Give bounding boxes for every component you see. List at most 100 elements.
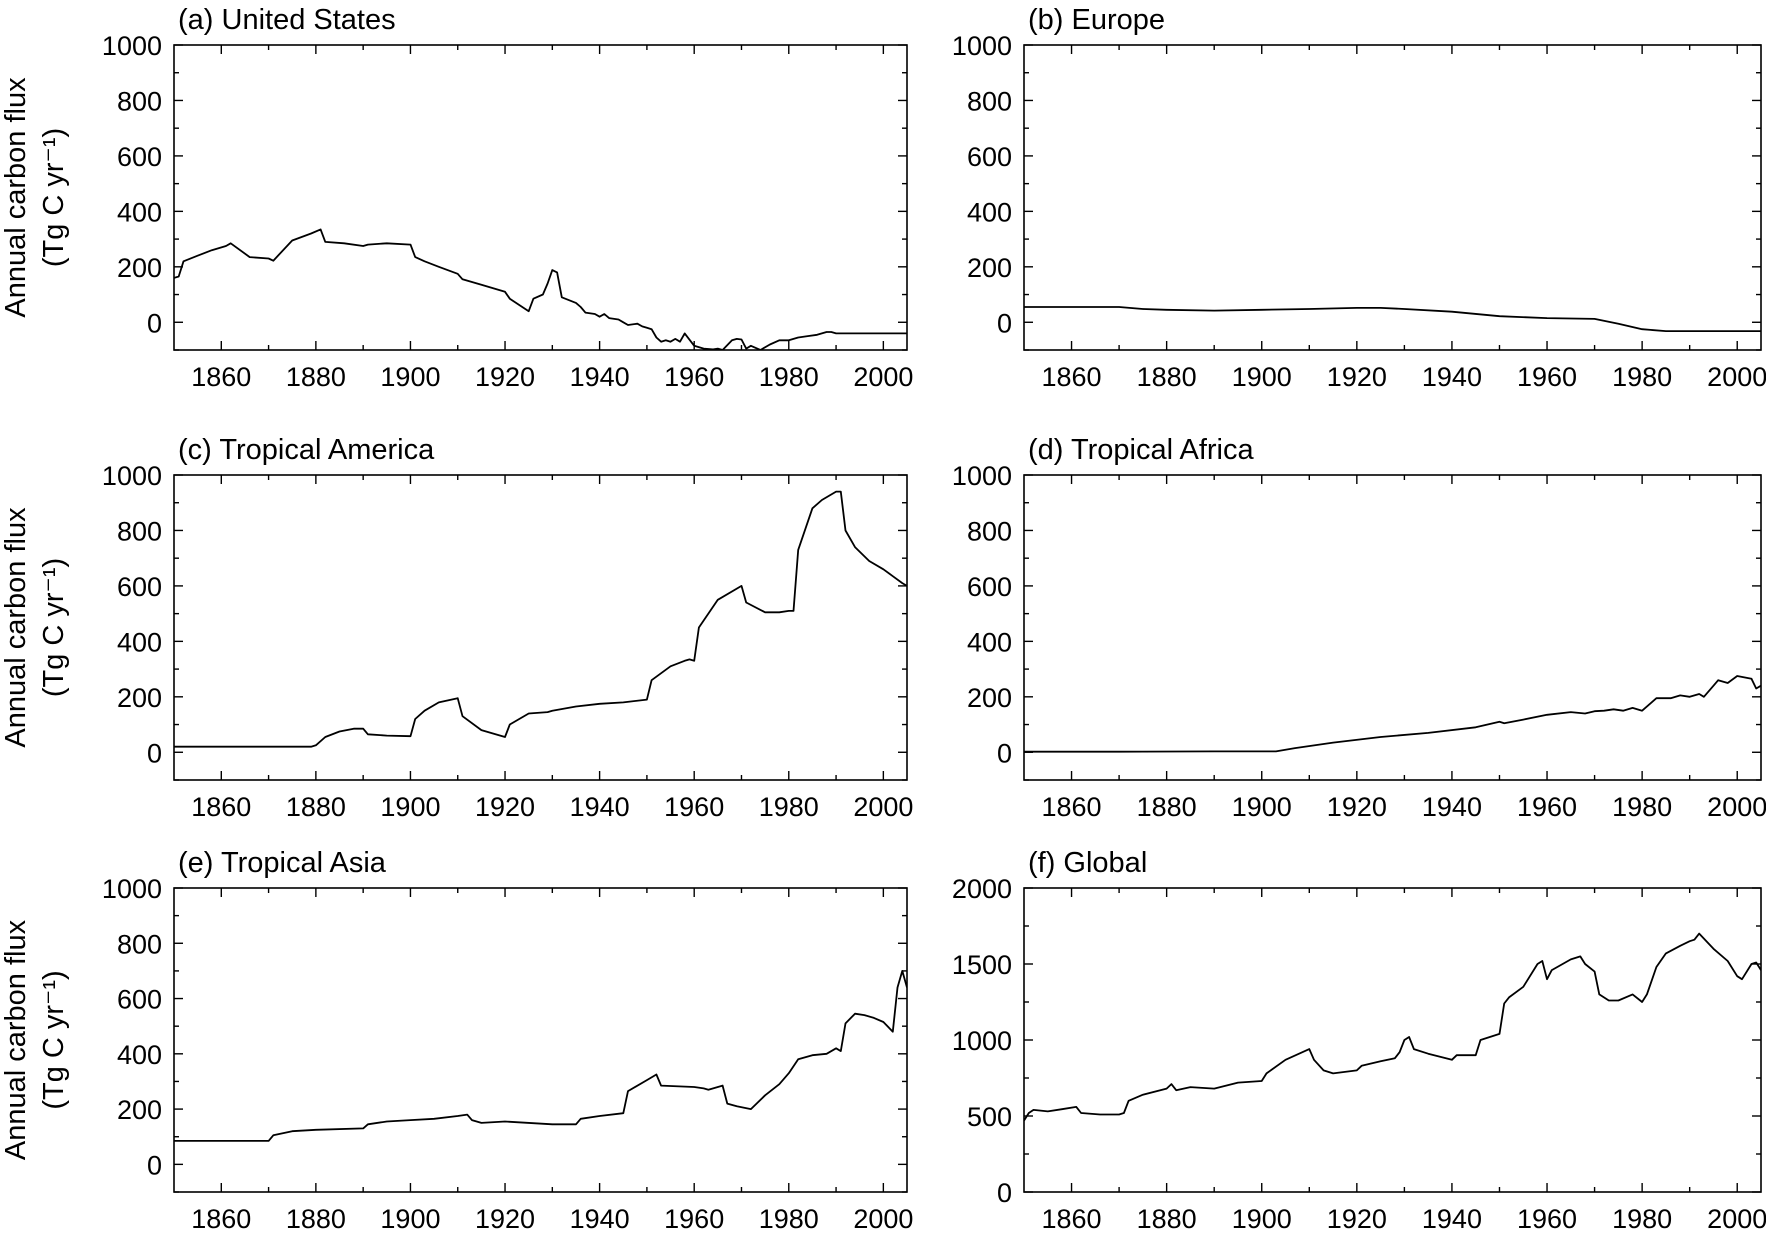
x-tick-label: 1880 [1137, 792, 1197, 822]
y-tick-label: 0 [997, 738, 1012, 768]
y-tick-label: 200 [967, 253, 1012, 283]
x-tick-label: 2000 [853, 792, 913, 822]
x-tick-label: 1960 [1517, 1204, 1577, 1234]
plot-frame [173, 44, 908, 351]
chart-panel-2: (b) Europe 1860 1880 1900 1920 1940 1960 1980 20… [952, 4, 1766, 392]
x-tick-label: 1980 [759, 792, 819, 822]
y-tick-label: 200 [117, 1095, 162, 1125]
x-tick-label: 1940 [570, 1204, 630, 1234]
plot-frame [1023, 44, 1762, 351]
x-tick-label: 1900 [1232, 792, 1292, 822]
y-tick-label: 0 [997, 308, 1012, 338]
y-tick-label: 1000 [102, 31, 162, 61]
x-tick-label: 1920 [1327, 1204, 1387, 1234]
y-tick-label: 1000 [102, 874, 162, 904]
y-tick-label: 800 [117, 86, 162, 116]
x-tick-label: 1860 [1042, 1204, 1102, 1234]
plot-frame [173, 474, 908, 781]
series-line [1024, 675, 1761, 753]
x-tick-label: 1920 [1327, 362, 1387, 392]
y-tick-label: 800 [967, 86, 1012, 116]
x-tick-label: 1880 [286, 792, 346, 822]
x-tick-label: 1980 [759, 1204, 819, 1234]
series-line [174, 970, 907, 1142]
y-tick-label: 400 [967, 197, 1012, 227]
x-tick-label: 1960 [1517, 792, 1577, 822]
panel-title: (c) Tropical America [178, 434, 435, 466]
y-tick-label: 1000 [102, 461, 162, 491]
series-line [174, 228, 907, 350]
x-tick-label: 1980 [1612, 362, 1672, 392]
x-tick-label: 1860 [1042, 792, 1102, 822]
x-tick-label: 1960 [664, 1204, 724, 1234]
chart-panel-3: (c) Tropical America 1860 1880 1900 1920 1940… [0, 434, 913, 822]
x-tick-label: 1920 [475, 362, 535, 392]
panel-title: (e) Tropical Asia [178, 847, 387, 879]
y-tick-label: 1000 [952, 461, 1012, 491]
y-axis-unit-label: (Tg C yr⁻¹) [38, 558, 70, 697]
x-tick-label: 1960 [664, 792, 724, 822]
x-tick-label: 1900 [1232, 1204, 1292, 1234]
x-tick-label: 1940 [570, 362, 630, 392]
x-tick-label: 1920 [475, 1204, 535, 1234]
x-tick-label: 1860 [1042, 362, 1102, 392]
panel-title: (f) Global [1028, 847, 1147, 879]
panel-title: (d) Tropical Africa [1028, 434, 1254, 466]
y-axis-unit-label: (Tg C yr⁻¹) [38, 970, 70, 1109]
y-tick-label: 400 [117, 627, 162, 657]
y-axis-label: Annual carbon flux [0, 507, 32, 748]
x-tick-label: 1860 [191, 792, 251, 822]
y-tick-label: 800 [117, 516, 162, 546]
x-tick-label: 1940 [1422, 792, 1482, 822]
x-tick-label: 1980 [1612, 792, 1672, 822]
y-axis-label: Annual carbon flux [0, 77, 32, 318]
y-tick-label: 600 [967, 572, 1012, 602]
x-tick-label: 1900 [1232, 362, 1292, 392]
x-tick-label: 1920 [1327, 792, 1387, 822]
y-tick-label: 0 [147, 308, 162, 338]
x-tick-label: 1980 [759, 362, 819, 392]
y-tick-label: 600 [117, 142, 162, 172]
x-tick-label: 2000 [1707, 1204, 1766, 1234]
y-tick-label: 400 [117, 1040, 162, 1070]
plot-frame [173, 887, 908, 1193]
y-tick-label: 600 [117, 985, 162, 1015]
chart-panel-5: (e) Tropical Asia 1860 1880 1900 1920 1940 196… [0, 847, 913, 1234]
x-tick-label: 1880 [286, 1204, 346, 1234]
y-tick-label: 600 [117, 572, 162, 602]
x-tick-label: 2000 [1707, 792, 1766, 822]
x-tick-label: 1960 [664, 362, 724, 392]
x-tick-label: 1920 [475, 792, 535, 822]
y-tick-label: 200 [117, 253, 162, 283]
y-axis-unit-label: (Tg C yr⁻¹) [38, 128, 70, 267]
y-tick-label: 200 [117, 683, 162, 713]
y-tick-label: 200 [967, 683, 1012, 713]
y-tick-label: 2000 [952, 874, 1012, 904]
x-tick-label: 1960 [1517, 362, 1577, 392]
y-tick-label: 0 [997, 1178, 1012, 1208]
x-tick-label: 1900 [380, 1204, 440, 1234]
panel-title: (b) Europe [1028, 4, 1165, 36]
chart-panels: (a) United States 1860 1880 1900 1920 1940 196… [0, 4, 1766, 1234]
y-tick-label: 600 [967, 142, 1012, 172]
series-line [174, 490, 907, 748]
series-line [1024, 932, 1761, 1122]
panel-title: (a) United States [178, 4, 396, 36]
x-tick-label: 1940 [570, 792, 630, 822]
x-tick-label: 1860 [191, 1204, 251, 1234]
x-tick-label: 1900 [380, 362, 440, 392]
chart-panel-1: (a) United States 1860 1880 1900 1920 1940 196… [0, 4, 913, 392]
y-tick-label: 0 [147, 1150, 162, 1180]
x-tick-label: 1900 [380, 792, 440, 822]
x-tick-label: 1880 [1137, 1204, 1197, 1234]
x-tick-label: 2000 [853, 362, 913, 392]
chart-panel-4: (d) Tropical Africa 1860 1880 1900 1920 1940 1… [952, 434, 1766, 822]
y-tick-label: 500 [967, 1102, 1012, 1132]
x-tick-label: 1880 [1137, 362, 1197, 392]
y-tick-label: 800 [967, 516, 1012, 546]
x-tick-label: 1860 [191, 362, 251, 392]
plot-frame [1023, 474, 1762, 781]
chart-panel-6: (f) Global 1860 1880 1900 1920 1940 1960 1980 20… [952, 847, 1766, 1234]
y-tick-label: 400 [117, 197, 162, 227]
y-tick-label: 0 [147, 738, 162, 768]
